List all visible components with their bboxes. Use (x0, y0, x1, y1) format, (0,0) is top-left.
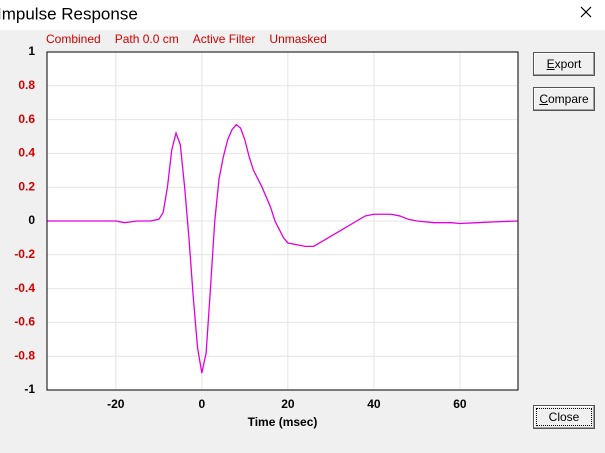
title-bar (0, 0, 605, 30)
compare-button[interactable]: Compare (533, 87, 595, 111)
x-tick-label: 20 (281, 397, 295, 411)
x-tick-label: 0 (199, 397, 206, 411)
y-tick-label: 0.2 (18, 179, 35, 193)
y-tick-label: 0.8 (18, 78, 35, 92)
y-tick-label: 0.4 (18, 146, 35, 160)
status-label: Active Filter (193, 32, 256, 46)
y-tick-label: -0.4 (14, 281, 35, 295)
y-tick-label: -0.2 (14, 247, 35, 261)
close-button[interactable]: Close (533, 405, 595, 429)
y-tick-label: -0.6 (14, 315, 35, 329)
y-tick-label: -0.8 (14, 348, 35, 362)
status-label: Combined (46, 32, 101, 46)
x-axis-label: Time (msec) (248, 415, 318, 429)
close-icon[interactable] (580, 6, 592, 18)
status-label: Path 0.0 cm (115, 32, 179, 46)
x-tick-label: -20 (107, 397, 125, 411)
y-tick-label: 0 (28, 213, 35, 227)
y-tick-label: -1 (24, 382, 35, 396)
x-tick-label: 40 (367, 397, 381, 411)
x-tick-label: 60 (453, 397, 467, 411)
y-tick-label: 0.6 (18, 112, 35, 126)
response-line (47, 123, 519, 374)
export-button[interactable]: Export (533, 52, 595, 76)
plot-border (46, 51, 519, 391)
y-tick-label: 1 (28, 44, 35, 58)
window-title: Impulse Response (0, 4, 138, 23)
status-label: Unmasked (269, 32, 326, 46)
